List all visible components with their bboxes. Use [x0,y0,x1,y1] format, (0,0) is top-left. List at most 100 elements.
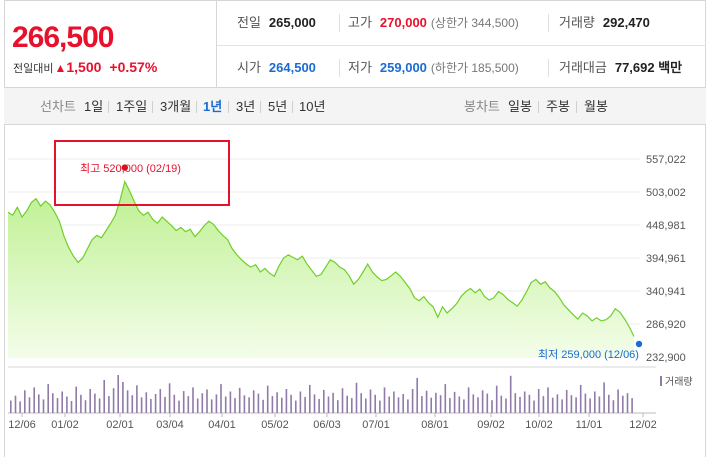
price-chart[interactable]: 557,022 503,002 448,981 394,961 340,941 286,9… [0,125,710,457]
volume-bar [276,392,278,413]
stat-value: 259,000 [379,60,427,75]
volume-bar [159,389,162,413]
y-tick-label: 448,981 [646,220,686,232]
volume-bar [430,397,432,413]
tab-1y[interactable]: 1년 [203,99,223,114]
volume-bar [10,400,12,413]
stat-high: 고가 270,000 (상한가 344,500) [348,1,519,45]
x-tick-label: 08/01 [421,419,449,431]
volume-bar [608,394,610,413]
volume-bar [425,390,428,413]
volume-bar [337,400,339,413]
tab-10y[interactable]: 10년 [299,99,326,114]
volume-bar [458,396,461,413]
volume-bar [379,400,381,413]
tab-1w[interactable]: 1주일 [116,99,148,114]
stats-row-2: 시가 264,500 저가 259,000 (하한가 185,500) 거래대금 77,… [217,45,706,89]
stat-trade-value: 거래대금 77,692 백만 [559,46,682,90]
volume-bar [598,396,601,413]
up-arrow-icon: ▲ [54,61,67,75]
volume-bar [38,394,40,413]
volume-bar [196,398,199,413]
volume-bar [168,383,171,413]
volume-bar [164,396,166,413]
volume-bar [397,397,400,413]
tab-3y[interactable]: 3년 [236,99,256,114]
volume-legend: 거래량 [665,376,693,388]
volume-bar [304,396,306,413]
stat-value: 292,470 [602,15,650,30]
volume-bar [126,390,129,413]
volume-bar [341,388,344,413]
divider [196,101,197,113]
volume-bar [584,393,587,413]
volume-bar [210,399,213,413]
tab-daily[interactable]: 일봉 [508,99,532,114]
volume-bar [108,396,110,413]
volume-bar [248,397,250,413]
volume-bar [318,399,320,413]
volume-bar [402,394,404,413]
price-change: 전일대비▲1,500 +0.57% [13,59,157,76]
volume-bar [411,389,414,413]
volume-bar [477,397,479,413]
tab-monthly[interactable]: 월봉 [584,99,608,114]
tab-weekly[interactable]: 주봉 [546,99,570,114]
volume-bar [547,387,549,413]
volume-bar [262,399,264,413]
volume-bar [467,387,470,413]
volume-bar [206,389,208,413]
volume-bar [622,395,624,413]
divider [548,59,549,77]
volume-bar [70,401,73,413]
tab-3m[interactable]: 3개월 [160,99,192,114]
volume-bar [603,382,605,413]
volume-bar [122,382,124,413]
volume-bars [10,375,633,413]
volume-bar [407,399,409,413]
x-tick-label: 07/01 [362,419,390,431]
volume-bar [75,386,77,413]
volume-bar [589,398,591,413]
volume-bar [66,396,68,413]
volume-bar [154,394,157,413]
volume-bar [383,387,386,413]
volume-bar [505,398,507,413]
volume-bar [98,398,101,413]
volume-bar [309,384,311,413]
volume-bar [369,389,372,413]
x-tick-label: 09/02 [477,419,505,431]
volume-bar [463,399,465,413]
volume-bar [327,396,330,413]
tab-5y[interactable]: 5년 [268,99,288,114]
volume-bar [290,394,292,413]
quote-summary: 266,500 전일대비▲1,500 +0.57% 전일 265,000 고가 270… [4,0,706,89]
volume-bar [281,397,283,413]
stat-label: 거래대금 [559,60,607,75]
high-annotation-box [54,140,230,206]
volume-bar [299,391,302,413]
volume-bar [537,389,540,413]
volume-bar [523,391,526,413]
volume-bar [19,401,21,413]
volume-bar [192,387,194,413]
widget-frame [4,0,706,457]
volume-bar [182,391,185,413]
tab-1d[interactable]: 1일 [84,99,104,114]
volume-bar [257,393,260,413]
y-tick-label: 503,002 [646,187,686,199]
volume-bar [351,398,353,413]
x-tick-label: 01/02 [51,419,79,431]
volume-bar [332,392,334,413]
volume-bar [514,393,517,413]
chart-period-tabs: 선차트 1일 1주일 3개월 1년 3년 5년 10년 봉차트 일봉 주봉 월봉 [4,88,706,125]
divider [108,101,109,113]
line-chart-label: 선차트 [40,99,76,114]
volume-bar [355,382,358,413]
change-percent: +0.57% [109,59,158,75]
stat-label: 시가 [237,60,261,75]
volume-bar [234,398,236,413]
volume-bar [346,395,348,413]
stat-label: 고가 [348,15,372,30]
y-tick-label: 394,961 [646,253,686,265]
